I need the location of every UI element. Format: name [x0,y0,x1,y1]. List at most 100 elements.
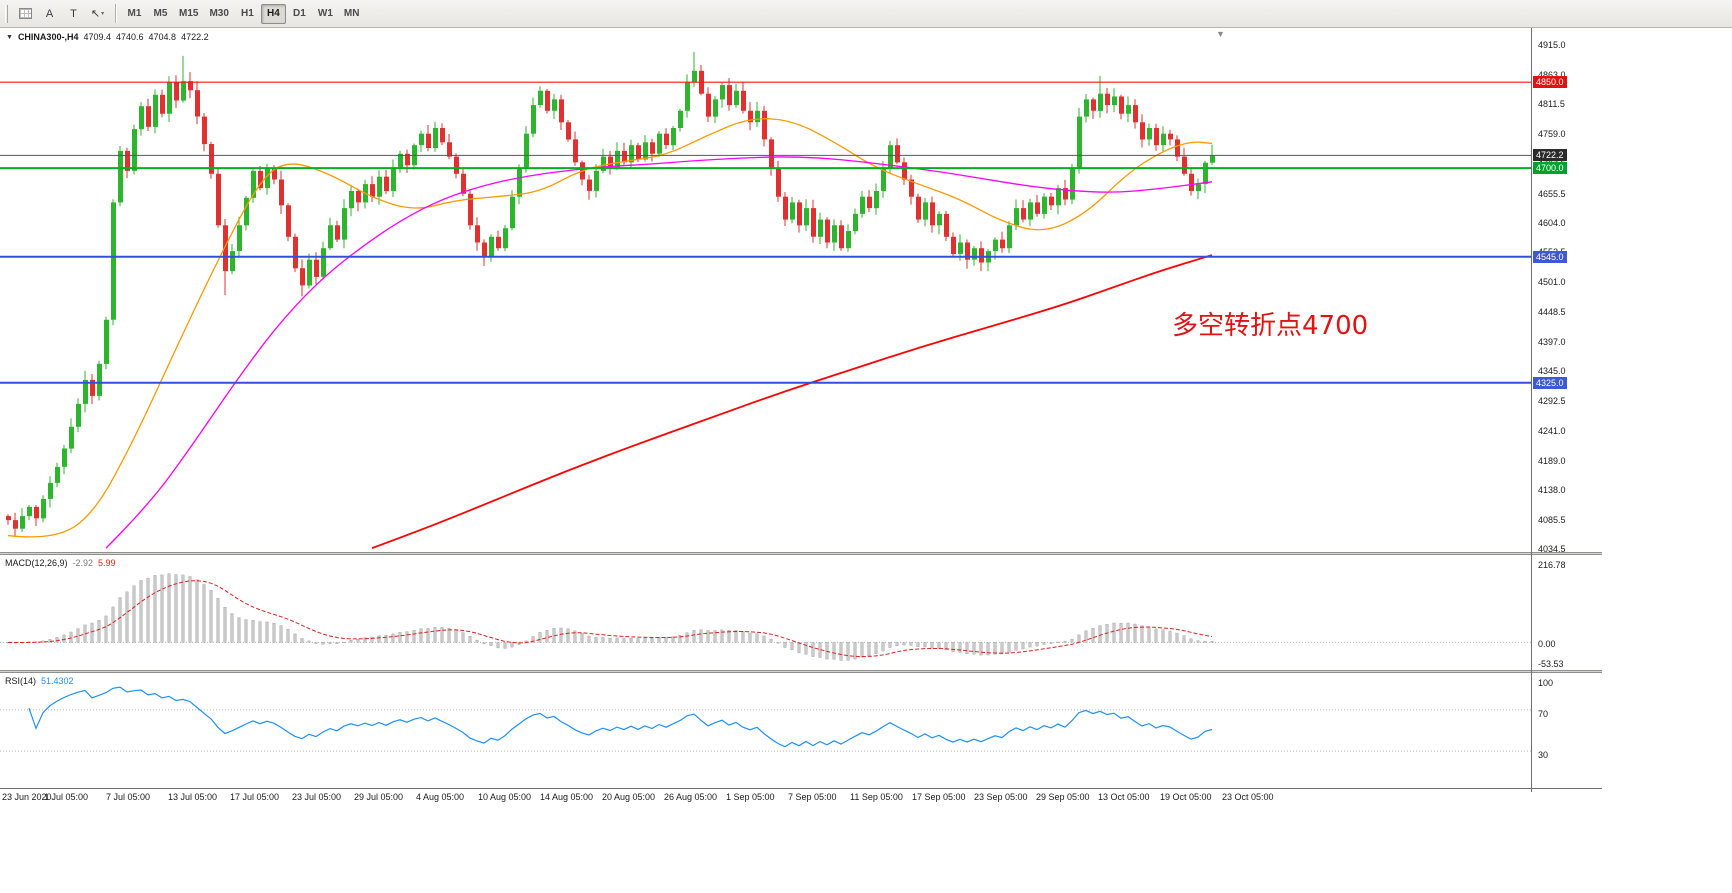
date-label: 7 Jul 05:00 [106,792,151,802]
panel-divider-2[interactable] [0,670,1602,673]
price-tick: 4501.0 [1538,276,1566,287]
rsi-value: 51.4302 [41,676,74,686]
timeframe-m5[interactable]: M5 [153,8,168,19]
tool-buttons: A T ↖ ▾ [14,3,109,24]
price-tick: 4811.5 [1538,99,1565,110]
chart-shift-marker[interactable]: ▼ [1216,29,1225,39]
macd-signal-value: 5.99 [98,558,116,568]
price-tick: 4759.0 [1538,129,1566,140]
cursor-tool-button[interactable]: ↖ ▾ [90,8,105,20]
date-label: 23 Sep 05:00 [974,792,1028,802]
price-tick: 4189.0 [1538,455,1566,466]
price-tag-4700.0: 4700.0 [1533,162,1567,175]
price-tag-4545.0: 4545.0 [1533,250,1567,263]
date-label: 10 Aug 05:00 [478,792,532,802]
price-tick: 4448.5 [1538,307,1566,318]
date-label: 19 Oct 05:00 [1160,792,1212,802]
ohlc-open: 4709.4 [83,32,111,42]
chart-window: ▼ CHINA300-,H4 4709.4 4740.6 4704.8 4722… [0,28,1602,806]
date-label: 13 Jul 05:00 [168,792,218,802]
timeframe-mn[interactable]: MN [343,8,360,19]
rsi-canvas[interactable] [0,673,1531,788]
timeframe-d1[interactable]: D1 [293,8,306,19]
price-tick: 4085.5 [1538,514,1566,525]
date-label: 17 Sep 05:00 [912,792,966,802]
price-tick: 4292.5 [1538,396,1566,407]
main-chart-panel[interactable]: ▼ CHINA300-,H4 4709.4 4740.6 4704.8 4722… [0,28,1602,552]
date-label: 11 Sep 05:00 [850,792,903,802]
rsi-scale-tick: 30 [1538,750,1549,761]
ohlc-high: 4740.6 [116,32,144,42]
macd-label: MACD(12,26,9) -2.92 5.99 [5,558,116,568]
chart-title: ▼ CHINA300-,H4 4709.4 4740.6 4704.8 4722… [6,32,209,42]
date-label: 1 Jul 05:00 [44,792,89,802]
timeframe-m15[interactable]: M15 [179,8,199,19]
date-label: 14 Aug 05:00 [540,792,594,802]
rsi-scale-tick: 100 [1538,678,1554,688]
ohlc-low: 4704.8 [148,32,177,42]
ma-slow-red [371,254,1213,549]
macd-scale-tick: -53.53 [1538,659,1564,669]
rsi-label: RSI(14) 51.4302 [5,676,74,686]
date-label: 23 Jun 2020 [2,792,52,802]
text-tool-t-button[interactable]: T [70,7,77,20]
macd-main-value: -2.92 [72,558,94,568]
price-tick: 4655.5 [1538,188,1566,199]
macd-scale-tick: 0.00 [1538,639,1556,650]
price-tick: 4034.5 [1538,544,1566,554]
date-label: 23 Oct 05:00 [1222,792,1274,802]
symbol-name: CHINA300-,H4 [17,32,79,42]
timeframe-bar: M1 M5 M15 M30 H1 H4 D1 W1 MN [122,3,364,24]
chart-grid-icon [19,8,32,19]
price-tag-4325.0: 4325.0 [1533,376,1567,389]
date-label: 17 Jul 05:00 [230,792,280,802]
date-label: 26 Aug 05:00 [664,792,718,802]
macd-panel[interactable]: MACD(12,26,9) -2.92 5.99 [0,555,1602,670]
ma-fast-orange [7,118,1213,538]
caret-down-icon: ▾ [101,11,105,17]
time-axis[interactable]: 23 Jun 2020 1 Jul 05:00 7 Jul 05:00 13 Jul … [0,788,1602,806]
price-tag-4850.0: 4850.0 [1533,76,1567,89]
timeframe-w1[interactable]: W1 [317,8,333,19]
macd-name: MACD(12,26,9) [5,558,68,568]
panel-divider-1[interactable] [0,552,1602,555]
macd-canvas[interactable] [0,555,1531,670]
annotation-text[interactable]: 多空转折点4700 [1172,311,1369,341]
price-tick: 4863.0 [1538,69,1566,80]
rsi-scale-tick: 70 [1538,708,1549,719]
date-label: 29 Jul 05:00 [354,792,404,802]
macd-scale-tick: 216.78 [1538,560,1566,570]
price-tick: 4345.0 [1538,366,1566,377]
price-tick: 4397.0 [1538,336,1566,347]
date-label: 4 Aug 05:00 [416,792,465,802]
main-chart-canvas[interactable] [0,28,1531,552]
price-tick: 4138.0 [1538,484,1566,495]
rsi-name: RSI(14) [5,676,37,686]
date-label: 7 Sep 05:00 [788,792,837,802]
text-tool-a-button[interactable]: A [45,7,54,20]
top-toolbar: A T ↖ ▾ M1 M5 M15 M30 H1 H4 D1 W1 MN [0,0,1732,28]
price-tick: 4604.0 [1538,218,1566,229]
price-tick: 4915.0 [1538,40,1566,50]
date-label: 23 Jul 05:00 [292,792,342,802]
ma-mid-magenta [105,156,1213,549]
chart-grid-button[interactable] [14,3,37,24]
rsi-line [28,686,1213,748]
date-label: 1 Sep 05:00 [726,792,775,802]
timeframe-m1[interactable]: M1 [127,8,142,19]
timeframe-h4[interactable]: H4 [260,3,286,24]
date-label: 13 Oct 05:00 [1098,792,1150,802]
toolbar-separator [115,4,116,23]
date-label: 29 Sep 05:00 [1036,792,1090,802]
timeframe-h1[interactable]: H1 [241,8,254,19]
dropdown-triangle-icon: ▼ [6,33,13,41]
price-tag-4722.2: 4722.2 [1533,149,1567,162]
macd-signal-line [7,580,1213,658]
price-axis[interactable]: 4915.04863.04811.54759.04707.54655.54604… [1531,28,1631,792]
date-label: 20 Aug 05:00 [602,792,656,802]
ohlc-close: 4722.2 [181,32,209,42]
timeframe-m30[interactable]: M30 [209,8,229,19]
toolbar-grip[interactable] [5,4,8,23]
rsi-panel[interactable]: RSI(14) 51.4302 [0,673,1602,788]
price-tick: 4241.0 [1538,425,1566,436]
